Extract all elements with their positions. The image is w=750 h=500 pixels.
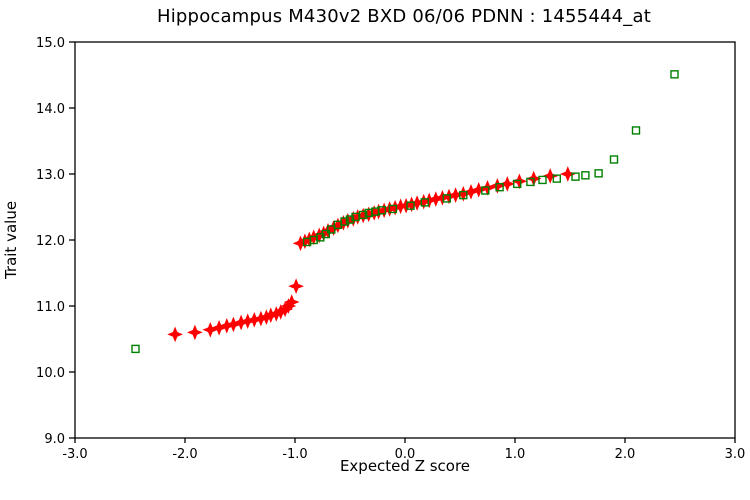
red-diamond-marker: [167, 326, 183, 343]
x-tick-label: 0.0: [395, 447, 416, 462]
green-square-marker: [526, 177, 535, 187]
plot-frame: [74, 41, 736, 439]
red-diamond-marker: [225, 316, 242, 333]
green-square-marker: [420, 198, 429, 207]
red-diamond-marker: [202, 321, 219, 338]
y-tick-label: 15.0: [36, 36, 65, 51]
green-square-marker: [581, 171, 590, 180]
red-diamond-marker: [283, 294, 300, 310]
green-square-marker: [513, 179, 522, 189]
red-diamond-marker: [499, 176, 516, 192]
y-tick-label: 12.0: [36, 234, 65, 249]
green-square-marker: [321, 229, 330, 239]
green-square-marker: [594, 169, 603, 178]
x-tick-label: 3.0: [725, 447, 746, 462]
green-square-marker: [377, 206, 387, 215]
green-square-marker: [571, 172, 580, 181]
y-tick-label: 13.0: [36, 168, 65, 183]
green-square-marker: [388, 204, 398, 214]
green-square-marker: [340, 217, 349, 226]
x-tick-label: -2.0: [172, 447, 197, 462]
green-square-marker: [631, 126, 641, 135]
x-tick-label: 1.0: [505, 447, 526, 462]
red-diamond-marker: [288, 278, 304, 295]
green-square-marker: [481, 186, 490, 195]
y-axis-label: Trait value: [2, 201, 20, 280]
y-tick-label: 10.0: [36, 366, 65, 381]
red-diamond-marker: [511, 173, 528, 190]
green-square-marker: [495, 182, 504, 192]
red-diamond-marker: [187, 324, 203, 341]
green-square-marker: [538, 175, 547, 185]
green-square-marker: [670, 70, 679, 79]
green-square-marker: [609, 155, 619, 164]
y-tick-label: 11.0: [36, 300, 65, 315]
red-diamond-marker: [479, 180, 496, 196]
y-tick-label: 14.0: [36, 102, 65, 117]
red-diamond-marker: [489, 178, 506, 194]
red-diamond-marker: [559, 166, 576, 182]
green-square-marker: [351, 212, 360, 222]
x-axis-label: Expected Z score: [340, 457, 470, 475]
green-square-marker: [552, 174, 561, 183]
green-square-marker: [406, 201, 415, 210]
plot-area: -3.0 -2.0 -1.0 0.0 1.0 2.0 3.0 9.0 10.0 11.0 12.0 1…: [36, 36, 745, 462]
y-tick-label: 9.0: [44, 432, 65, 447]
green-square-marker: [327, 225, 336, 234]
chart-title: Hippocampus M430v2 BXD 06/06 PDNN : 1455…: [157, 6, 651, 27]
green-square-marker: [345, 215, 355, 224]
green-square-marker: [442, 194, 451, 203]
green-square-marker: [359, 210, 368, 220]
red-diamond-marker: [211, 319, 227, 336]
x-tick-label: -3.0: [62, 447, 87, 462]
green-square-marker: [459, 190, 468, 200]
x-tick-label: -1.0: [282, 447, 307, 462]
green-square-marker: [131, 344, 140, 354]
x-tick-label: 2.0: [615, 447, 636, 462]
